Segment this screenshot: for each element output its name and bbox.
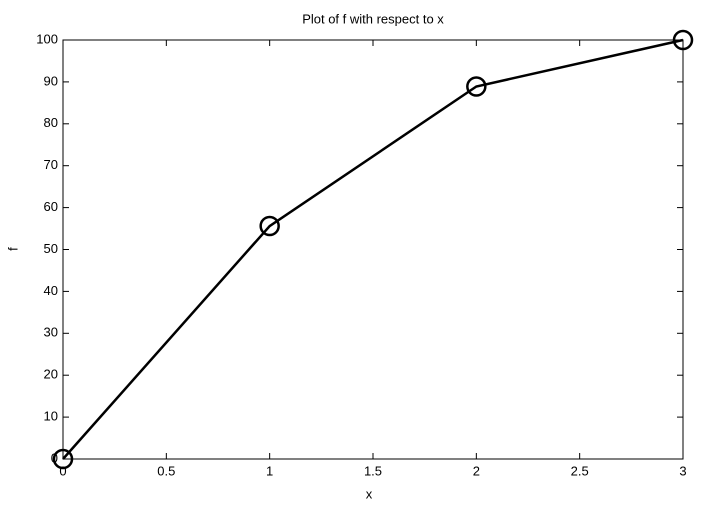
x-tick-label: 3	[679, 463, 686, 478]
chart-title: Plot of f with respect to x	[302, 11, 444, 26]
y-tick-label: 10	[44, 409, 58, 424]
y-tick-label: 70	[44, 157, 58, 172]
y-tick-label: 100	[36, 31, 58, 46]
marker	[466, 76, 487, 97]
y-tick-label: 20	[44, 367, 58, 382]
y-tick-label: 50	[44, 241, 58, 256]
x-tick-label: 0	[59, 463, 66, 478]
line	[62, 38, 684, 460]
y-tick-label: 60	[44, 199, 58, 214]
x-axis-label: x	[366, 486, 373, 501]
marker	[672, 29, 694, 51]
y-tick-label: 40	[44, 283, 58, 298]
x-tick-label: 2.5	[571, 463, 589, 478]
x-tick-label: 1.5	[364, 463, 382, 478]
y-tick-label: 90	[44, 73, 58, 88]
y-tick-label: 80	[44, 115, 58, 130]
x-tick-label: 0.5	[157, 463, 175, 478]
y-tick-label: 30	[44, 325, 58, 340]
marker	[52, 448, 74, 470]
plot-area	[62, 39, 684, 460]
x-tick-label: 1	[266, 463, 273, 478]
y-axis-label: f	[5, 247, 20, 251]
x-tick-label: 2	[473, 463, 480, 478]
marker	[259, 215, 280, 237]
